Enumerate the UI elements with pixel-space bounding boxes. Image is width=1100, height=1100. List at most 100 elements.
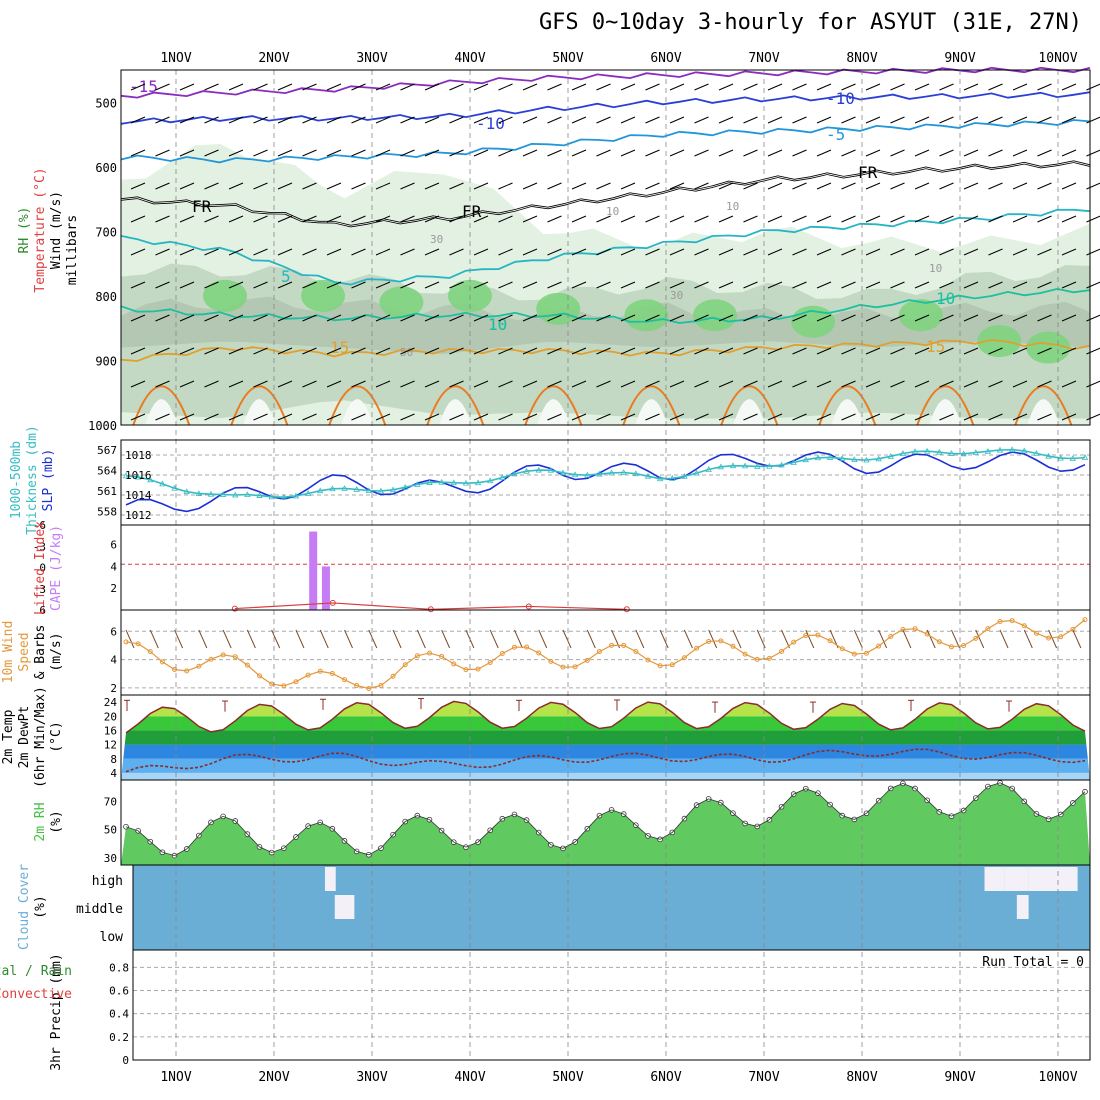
wind-barb	[473, 83, 489, 91]
wind-barb	[302, 149, 317, 157]
wind-barb	[424, 149, 440, 157]
wind-barb	[547, 149, 562, 157]
wind-point	[1070, 626, 1076, 632]
wind-panel: 2 4 6	[110, 617, 1090, 695]
temp-tick: 20	[104, 710, 117, 723]
wind-barb	[841, 413, 856, 421]
wind-point	[159, 659, 165, 665]
wind-barb	[449, 149, 464, 157]
wind-barb	[351, 83, 366, 91]
wind-barb	[645, 248, 660, 256]
wind-barb	[816, 215, 832, 223]
wind-barb	[302, 182, 317, 190]
wind-barb	[1061, 182, 1077, 190]
wind-barb	[277, 248, 293, 256]
temp-dome-20	[622, 385, 681, 426]
wind-barb	[449, 413, 464, 421]
wind-barb	[351, 281, 366, 289]
rh-left-label: (%)	[49, 810, 64, 833]
wind-barb	[204, 314, 219, 322]
wind-barb	[571, 248, 587, 256]
contour-label: 10	[929, 262, 942, 275]
wind-barb	[179, 314, 195, 322]
wind-barb	[449, 182, 464, 190]
wind-barb	[890, 248, 905, 256]
wind-barb	[130, 83, 146, 91]
contour-label: 10	[488, 315, 507, 334]
wind-barb	[963, 83, 979, 91]
wind-barb	[669, 215, 685, 223]
bottom-date-label: 5NOV	[552, 1070, 583, 1085]
wind-barb	[596, 149, 611, 157]
cape-bar	[321, 566, 330, 610]
temp-dome-20	[1014, 385, 1073, 426]
wind-barb	[400, 347, 415, 355]
wind-barb	[841, 380, 856, 388]
wind-barb	[155, 182, 170, 190]
wind-barb	[914, 149, 930, 157]
wind-barb	[351, 314, 366, 322]
wind-barb	[253, 215, 268, 223]
wind-barb	[204, 413, 219, 421]
wind-barb	[718, 413, 734, 421]
wind-barb	[890, 281, 905, 289]
thickness-tick: 564	[97, 465, 117, 478]
wind-barb	[155, 347, 170, 355]
wind-barb	[963, 149, 979, 157]
wind-barb	[326, 380, 342, 388]
wind-barb	[963, 347, 979, 355]
wind-barb	[1086, 83, 1100, 91]
wind-barb	[792, 347, 807, 355]
top-date-label: 4NOV	[454, 51, 485, 66]
bottom-date-label: 8NOV	[846, 1070, 877, 1085]
wind-barb	[277, 83, 293, 91]
wind-barb	[939, 380, 954, 388]
wind-barb	[400, 314, 415, 322]
wind-left-label: (m/s)	[49, 632, 64, 671]
thickness-line	[125, 448, 1086, 499]
wind-barb	[718, 215, 734, 223]
bottom-axis-labels: 1NOV 2NOV 3NOV 4NOV 5NOV 6NOV 7NOV 8NOV 9NOV 10NO…	[160, 1070, 1077, 1085]
rh-line	[125, 782, 1086, 857]
wind-barb	[645, 149, 660, 157]
wind-point	[791, 639, 797, 645]
wind-barb	[473, 347, 489, 355]
wind-barb	[400, 215, 415, 223]
wind10-barb	[489, 629, 499, 649]
wind-barb	[718, 380, 734, 388]
temp-dome-20	[524, 385, 583, 426]
contour-label: -10	[826, 89, 855, 108]
rh-blob	[693, 299, 737, 332]
wind-point	[196, 663, 202, 669]
wind-point	[487, 660, 493, 666]
rh-blob	[301, 279, 345, 312]
wind-barb	[914, 83, 930, 91]
wind-barb	[669, 413, 685, 421]
wind-barb	[253, 149, 268, 157]
wind-barb	[792, 380, 807, 388]
wind-barb	[718, 314, 734, 322]
wind-barb	[743, 83, 758, 91]
wind-barb	[253, 413, 268, 421]
wind-barb	[620, 116, 636, 124]
wind10-barb	[951, 629, 960, 649]
wind-barb	[914, 182, 930, 190]
wind-barb	[890, 182, 905, 190]
wind-barb	[767, 281, 783, 289]
wind-barb	[596, 182, 611, 190]
precip-tick: 0.8	[109, 961, 129, 974]
wind-barb	[522, 281, 538, 289]
slp-left-label: Thickness (dm)	[25, 425, 40, 535]
wind-barb	[449, 314, 464, 322]
wind-barb	[473, 215, 489, 223]
cloud-patch-middle	[334, 895, 355, 919]
wind-barb	[841, 116, 856, 124]
bottom-date-label: 10NOV	[1038, 1070, 1077, 1085]
wind10-barb	[732, 629, 742, 649]
wind-barb	[988, 149, 1003, 157]
wind-barb	[1061, 248, 1077, 256]
rh-tick: 70	[104, 795, 117, 808]
wind-barb	[179, 380, 195, 388]
cloud-patch-high	[1004, 867, 1029, 891]
wind-barb	[890, 413, 905, 421]
